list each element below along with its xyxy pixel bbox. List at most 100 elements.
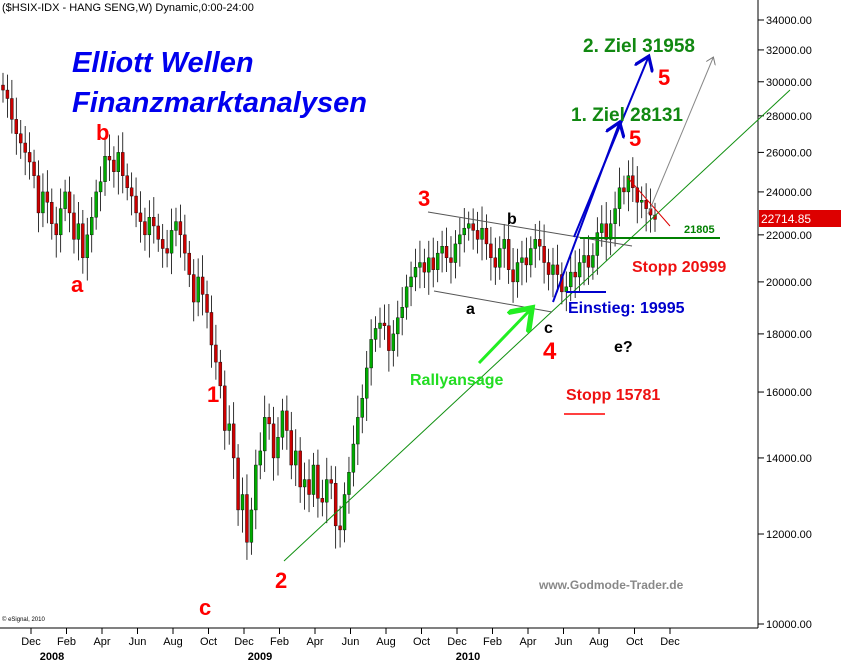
candle-down: [209, 312, 214, 346]
candle-up: [608, 223, 613, 240]
candle-up: [520, 257, 524, 263]
x-tick-label: Feb: [57, 636, 76, 648]
candle-up: [347, 472, 351, 495]
candle-up: [63, 191, 67, 209]
candle-down: [138, 212, 143, 222]
candle-up: [356, 417, 360, 445]
candle-down: [320, 498, 325, 503]
candle-up: [116, 152, 121, 172]
candle-down: [81, 223, 85, 259]
candle-down: [32, 161, 36, 176]
candle-up: [595, 232, 600, 256]
y-tick-label: 30000.00: [766, 77, 812, 89]
candle-up: [409, 276, 413, 288]
stop-label-2: Stopp 15781: [566, 387, 660, 404]
candle-up: [240, 494, 245, 511]
candle-down: [205, 294, 209, 313]
candle-up: [498, 248, 502, 268]
candle-up: [639, 200, 644, 203]
candle-up: [90, 217, 94, 236]
x-tick-label: Oct: [413, 636, 430, 648]
candle-up: [591, 255, 595, 268]
candle-down: [449, 257, 453, 263]
wave-label-1: 1: [207, 382, 219, 407]
candle-up: [515, 262, 520, 283]
candle-down: [431, 257, 435, 270]
level-label-21805: 21805: [684, 224, 715, 236]
candle-down: [524, 257, 529, 266]
red-downtrend-line: [627, 177, 671, 227]
candle-down: [183, 234, 187, 254]
arrow-rally: [477, 310, 530, 365]
candle-down: [542, 245, 546, 263]
candle-down: [471, 223, 475, 231]
wave-label-c: c: [199, 595, 211, 620]
heading-line1: Elliott Wellen: [72, 47, 254, 79]
y-tick-label: 26000.00: [766, 147, 812, 159]
candle-down: [160, 239, 165, 249]
candle-down: [316, 464, 320, 499]
candle-up: [360, 398, 364, 418]
candle-down: [267, 417, 271, 425]
last-price-label: 22714.85: [761, 212, 811, 226]
candle-down: [121, 152, 125, 176]
x-tick-label: Aug: [163, 636, 183, 648]
candle-down: [298, 450, 302, 488]
candle-up: [325, 479, 329, 503]
candle-down: [422, 262, 427, 273]
candle-up: [626, 175, 631, 193]
arrow-ziel2: [573, 58, 648, 238]
candle-up: [480, 227, 484, 240]
candle-up: [462, 227, 466, 236]
x-tick-label: Oct: [626, 636, 643, 648]
x-tick-label: Jun: [555, 636, 573, 648]
wave-label-2: 2: [275, 568, 287, 593]
candle-up: [427, 257, 431, 273]
x-tick-label: Aug: [589, 636, 609, 648]
candle-up: [227, 423, 231, 431]
candle-down: [67, 191, 72, 214]
target-1-label: 1. Ziel 28131: [571, 105, 683, 126]
candle-down: [156, 225, 160, 240]
candle-down: [5, 89, 10, 99]
candle-down: [604, 223, 608, 240]
candle-down: [50, 202, 54, 224]
candle-up: [396, 317, 400, 335]
candle-up: [276, 437, 280, 459]
y-tick-label: 20000.00: [766, 277, 812, 289]
candle-down: [329, 479, 333, 484]
candle-down: [134, 195, 138, 214]
candle-down: [493, 257, 498, 268]
candle-down: [200, 276, 205, 295]
candle-up: [400, 307, 404, 318]
candle-up: [174, 221, 178, 231]
wave-label-b: b: [96, 120, 109, 145]
entry-label: Einstieg: 19995: [568, 300, 685, 317]
x-tick-label: Apr: [93, 636, 110, 648]
candle-up: [342, 494, 347, 531]
y-tick-label: 10000.00: [766, 619, 812, 631]
x-tick-label: Jun: [129, 636, 147, 648]
candle-up: [351, 443, 356, 473]
candle-up: [378, 322, 382, 329]
candle-down: [289, 430, 293, 466]
candle-up: [577, 262, 582, 278]
rally-label: Rallyansage: [410, 372, 503, 389]
x-tick-label: Aug: [376, 636, 396, 648]
candle-up: [294, 450, 298, 466]
candle-up: [280, 410, 285, 438]
candle-down: [107, 156, 112, 161]
candle-down: [223, 385, 227, 431]
candle-up: [551, 264, 555, 275]
source-label: www.Godmode-Trader.de: [538, 578, 684, 592]
chart-title: ($HSIX-IDX - HANG SENG,W) Dynamic,0:00-2…: [2, 2, 254, 14]
candle-up: [196, 276, 200, 303]
candle-down: [635, 187, 639, 203]
y-tick-label: 16000.00: [766, 387, 812, 399]
wave-label-5-first: 5: [629, 126, 641, 151]
x-year-label: 2010: [456, 651, 480, 662]
heading-line2: Finanzmarktanalysen: [72, 87, 367, 119]
y-tick-label: 34000.00: [766, 15, 812, 27]
candle-down: [489, 243, 493, 259]
candle-up: [582, 255, 586, 263]
